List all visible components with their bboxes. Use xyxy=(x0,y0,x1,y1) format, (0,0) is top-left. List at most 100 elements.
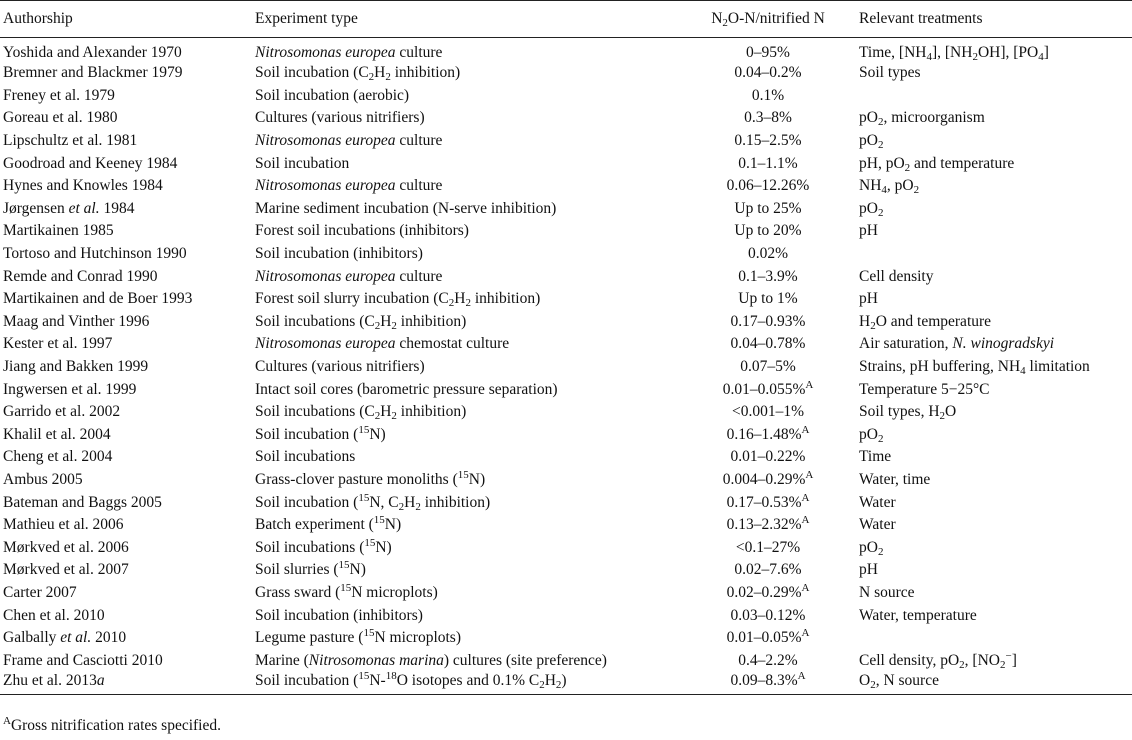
cell-authorship: Khalil et al. 2004 xyxy=(3,425,111,443)
cell-authorship: Hynes and Knowles 1984 xyxy=(3,177,163,195)
table-row: Bremner and Blackmer 1979 Soil incubation… xyxy=(0,62,1132,85)
cell-ratio: 0.03–0.12% xyxy=(730,606,806,624)
cell-authorship: Remde and Conrad 1990 xyxy=(3,267,158,285)
cell-authorship: Mørkved et al. 2007 xyxy=(3,561,129,579)
cell-experiment-type: Soil incubation (inhibitors) xyxy=(255,245,423,263)
cell-authorship: Bateman and Baggs 2005 xyxy=(3,493,162,511)
header-row: Authorship Experiment type N2O-N/nitrifi… xyxy=(0,0,1132,38)
cell-ratio: 0.1–1.1% xyxy=(738,154,798,172)
cell-authorship: Ingwersen et al. 1999 xyxy=(3,380,137,398)
cell-ratio: 0.04–0.2% xyxy=(734,64,802,82)
cell-ratio: 0.17–0.53%A xyxy=(726,491,810,511)
data-table: Authorship Experiment type N2O-N/nitrifi… xyxy=(0,0,1132,696)
cell-relevant-treatments: pO2 xyxy=(859,199,884,219)
cell-ratio: 0.02–0.29%A xyxy=(726,581,810,601)
table-row: Ingwersen et al. 1999 Intact soil cores (… xyxy=(0,378,1132,401)
cell-relevant-treatments: Water, time xyxy=(859,470,931,488)
cell-authorship: Jiang and Bakken 1999 xyxy=(3,358,149,376)
cell-relevant-treatments: Water xyxy=(859,516,896,534)
cell-authorship: Bremner and Blackmer 1979 xyxy=(3,64,183,82)
cell-authorship: Goodroad and Keeney 1984 xyxy=(3,154,178,172)
cell-experiment-type: Nitrosomonas europea culture xyxy=(255,132,443,150)
cell-relevant-treatments: Time, [NH4], [NH2OH], [PO4] xyxy=(859,44,1049,63)
cell-ratio: Up to 20% xyxy=(734,222,802,240)
cell-ratio: 0.02% xyxy=(747,245,789,263)
column-header-ratio: N2O-N/nitrified N xyxy=(680,0,856,38)
cell-authorship: Yoshida and Alexander 1970 xyxy=(3,44,182,61)
cell-experiment-type: Forest soil slurry incubation (C2H2 inhi… xyxy=(255,290,541,310)
cell-experiment-type: Soil incubation xyxy=(255,154,350,172)
cell-experiment-type: Cultures (various nitrifiers) xyxy=(255,358,425,376)
cell-experiment-type: Soil incubation (aerobic) xyxy=(255,86,410,104)
table-row: Yoshida and Alexander 1970 Nitrosomonas e… xyxy=(0,38,1132,63)
table-row: Maag and Vinther 1996 Soil incubations (C… xyxy=(0,311,1132,334)
table-row: Cheng et al. 2004 Soil incubations 0.01–0.… xyxy=(0,446,1132,469)
table-row: Frame and Casciotti 2010 Marine (Nitrosom… xyxy=(0,649,1132,672)
cell-experiment-type: Soil incubation (C2H2 inhibition) xyxy=(255,64,461,84)
cell-experiment-type: Soil incubation (15N) xyxy=(255,423,386,443)
cell-ratio: 0.02–7.6% xyxy=(734,561,802,579)
table-row: Hynes and Knowles 1984 Nitrosomonas europ… xyxy=(0,175,1132,198)
cell-relevant-treatments: pH xyxy=(859,561,878,579)
cell-ratio: 0.3–8% xyxy=(744,109,792,127)
cell-experiment-type: Nitrosomonas europea culture xyxy=(255,44,443,61)
cell-ratio: Up to 25% xyxy=(734,199,802,217)
cell-authorship: Carter 2007 xyxy=(3,583,77,601)
cell-authorship: Galbally et al. 2010 xyxy=(3,629,127,647)
cell-ratio: 0.004–0.29%A xyxy=(722,468,814,488)
table-row: Freney et al. 1979 Soil incubation (aerob… xyxy=(0,85,1132,108)
cell-experiment-type: Soil incubation (15N, C2H2 inhibition) xyxy=(255,491,491,513)
cell-ratio: 0.06–12.26% xyxy=(726,177,810,195)
cell-relevant-treatments: pO2 xyxy=(859,425,884,445)
cell-relevant-treatments: Cell density xyxy=(859,267,934,285)
table-row: Galbally et al. 2010 Legume pasture (15N … xyxy=(0,627,1132,650)
table-row: Ambus 2005 Grass-clover pasture monoliths… xyxy=(0,469,1132,492)
table-row: Bateman and Baggs 2005 Soil incubation (1… xyxy=(0,491,1132,514)
cell-ratio: 0.15–2.5% xyxy=(734,132,802,150)
table-body: Yoshida and Alexander 1970 Nitrosomonas e… xyxy=(0,38,1132,696)
column-header-experiment-type: Experiment type xyxy=(252,0,680,38)
cell-experiment-type: Soil incubations xyxy=(255,448,356,466)
cell-relevant-treatments: pO2 xyxy=(859,538,884,558)
table-row: Martikainen and de Boer 1993 Forest soil … xyxy=(0,288,1132,311)
cell-authorship: Mørkved et al. 2006 xyxy=(3,538,129,556)
cell-ratio: 0.17–0.93% xyxy=(730,312,806,330)
cell-ratio: 0.01–0.05%A xyxy=(726,627,810,647)
cell-relevant-treatments: Water, temperature xyxy=(859,606,977,624)
cell-relevant-treatments xyxy=(856,85,1132,108)
cell-authorship: Garrido et al. 2002 xyxy=(3,403,121,421)
cell-authorship: Goreau et al. 1980 xyxy=(3,109,118,127)
cell-authorship: Martikainen 1985 xyxy=(3,222,114,240)
cell-ratio: Up to 1% xyxy=(738,290,798,308)
cell-authorship: Martikainen and de Boer 1993 xyxy=(3,290,193,308)
cell-relevant-treatments: Cell density, pO2, [NO2−] xyxy=(859,649,1017,671)
cell-experiment-type: Forest soil incubations (inhibitors) xyxy=(255,222,469,240)
table-row: Carter 2007 Grass sward (15N microplots) 0… xyxy=(0,582,1132,605)
table-row: Jørgensen et al. 1984 Marine sediment inc… xyxy=(0,198,1132,221)
cell-relevant-treatments: H2O and temperature xyxy=(859,312,992,332)
cell-ratio: <0.001–1% xyxy=(731,403,805,421)
table-row: Mørkved et al. 2006 Soil incubations (15N… xyxy=(0,536,1132,559)
table-row: Mathieu et al. 2006 Batch experiment (15N… xyxy=(0,514,1132,537)
cell-relevant-treatments: Temperature 5−25°C xyxy=(859,380,990,398)
cell-experiment-type: Intact soil cores (barometric pressure s… xyxy=(255,380,558,398)
cell-experiment-type: Grass sward (15N microplots) xyxy=(255,581,438,601)
table-row: Garrido et al. 2002 Soil incubations (C2H… xyxy=(0,401,1132,424)
cell-experiment-type: Nitrosomonas europea culture xyxy=(255,177,443,195)
cell-experiment-type: Nitrosomonas europea chemostat culture xyxy=(255,335,510,353)
cell-ratio: 0.07–5% xyxy=(740,358,796,376)
table-row: Khalil et al. 2004 Soil incubation (15N) 0… xyxy=(0,424,1132,447)
cell-authorship: Jørgensen et al. 1984 xyxy=(3,199,135,217)
table-row: Lipschultz et al. 1981 Nitrosomonas europ… xyxy=(0,130,1132,153)
cell-experiment-type: Nitrosomonas europea culture xyxy=(255,267,443,285)
cell-relevant-treatments: pO2 xyxy=(859,132,884,152)
cell-authorship: Lipschultz et al. 1981 xyxy=(3,132,138,150)
cell-relevant-treatments: pH xyxy=(859,290,878,308)
cell-experiment-type: Marine (Nitrosomonas marina) cultures (s… xyxy=(255,651,607,669)
cell-authorship: Ambus 2005 xyxy=(3,470,83,488)
cell-authorship: Cheng et al. 2004 xyxy=(3,448,113,466)
cell-relevant-treatments: Soil types, H2O xyxy=(859,403,957,423)
cell-ratio: 0.1–3.9% xyxy=(738,267,798,285)
cell-experiment-type: Soil incubations (15N) xyxy=(255,536,392,556)
cell-authorship: Mathieu et al. 2006 xyxy=(3,516,124,534)
